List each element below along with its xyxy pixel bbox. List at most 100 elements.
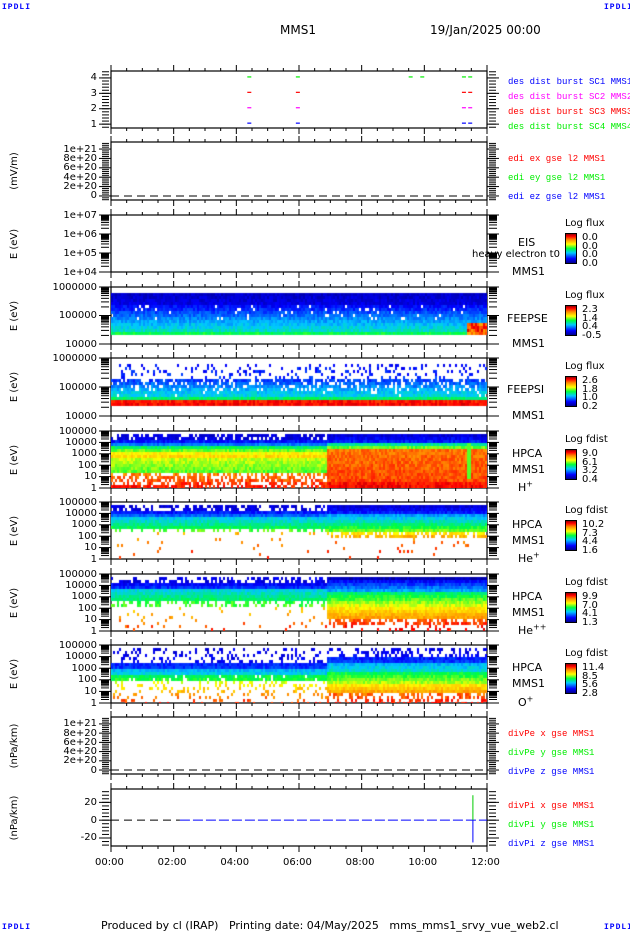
instrument-name: EIS [518,236,536,249]
y-tick-label: 1 [90,625,97,637]
colorbar-title: Log fdist [565,505,608,516]
eis-panel-frame [110,214,488,273]
colorbar-title: Log fdist [565,648,608,659]
feepse-spectrogram [111,287,487,344]
colorbar-tick-label: 1.0 [582,392,598,403]
y-tick-label: 100000 [58,568,97,580]
y-tick-label: 8e+20 [63,152,97,164]
y-tick-label: 1e+04 [63,266,97,278]
colorbar [565,305,577,336]
colorbar-tick-label: 0.4 [582,473,598,485]
y-axis-title: (nPa/km) [9,723,20,768]
y-tick-label: 0 [90,190,97,202]
colorbar-tick-label: 2.8 [582,687,598,699]
time-tick-label: 06:00 [283,857,312,868]
species-label: He++ [518,622,547,637]
y-tick-label: 10000 [65,651,97,663]
y-tick-label: 1000000 [52,281,97,293]
time-tick-label: 00:00 [95,857,124,868]
y-tick-label: 1e+06 [63,228,97,240]
colorbar-tick-label: 11.4 [582,662,605,673]
y-tick-label: 10000 [65,410,97,422]
y-tick-label: 3 [90,87,97,99]
y-tick-label: 100 [77,674,97,686]
spacecraft-name: MMS1 [512,265,545,278]
feepsi-spectrogram [111,358,487,416]
y-tick-label: 10 [84,685,97,697]
y-tick-label: 10 [84,471,97,483]
y-tick-label: 6e+20 [63,162,97,174]
colorbar [565,449,577,480]
spacecraft-name: MMS1 [512,606,545,619]
spacecraft-name: MMS1 [512,534,545,547]
instrument-name: HPCA [512,661,543,674]
corner-label-top-right: IPDLI [604,3,630,12]
y-tick-label: 1e+21 [63,143,97,155]
colorbar-title: Log flux [565,290,605,301]
y-tick-label: 100000 [58,425,97,437]
colorbar-tick-label: 2.3 [582,304,598,315]
legend-entry: edi ez gse l2 MMS1 [508,192,606,202]
time-tick-label: 04:00 [220,857,250,868]
colorbar-tick-label: 0.0 [582,232,598,243]
colorbar-tick-label: 3.2 [582,465,598,476]
legend-entry: des dist burst SC3 MMS3 [508,107,630,117]
spacecraft-name: MMS1 [512,409,545,422]
species-label: O+ [518,694,534,709]
hpca_he1-spectrogram [111,502,487,559]
colorbar-tick-label: 9.0 [582,448,598,459]
y-tick-label: 1 [90,553,97,565]
corner-label-top-left: IPDLI [2,3,32,12]
y-axis-title: E (eV) [9,658,20,690]
y-tick-label: 4e+20 [63,746,97,758]
colorbar-title: Log flux [565,361,605,372]
y-axis-title: E (eV) [9,587,20,618]
legend-entry: divPe x gse MMS1 [508,729,595,739]
legend-entry: divPe y gse MMS1 [508,748,595,758]
y-tick-label: 20 [84,796,97,808]
y-tick-label: 100 [77,530,97,542]
y-axis-title: E (eV) [9,228,20,259]
y-tick-label: 1 [90,697,97,709]
y-tick-label: 2e+20 [63,755,97,767]
species-charge: + [526,479,533,489]
time-tick-label: 02:00 [157,857,187,868]
y-tick-label: 100 [77,459,97,471]
y-axis-title: (nPa/km) [9,795,20,840]
y-tick-label: 10000 [65,507,97,519]
y-tick-label: 1e+05 [63,247,97,259]
burst-panel-frame [110,70,488,129]
instrument-name: HPCA [512,447,543,460]
time-tick-label: 08:00 [345,857,375,868]
legend-entry: divPi x gse MMS1 [508,801,595,811]
colorbar-tick-label: 1.4 [582,312,598,324]
footer-credits: Produced by cl (IRAP) Printing date: 04/… [101,919,559,932]
y-tick-label: 100 [77,602,97,614]
y-tick-label: 10000 [65,436,97,448]
y-tick-label: 1000 [71,448,97,460]
y-tick-label: 1000000 [52,352,97,364]
y-tick-label: 10 [84,542,97,554]
plot-datetime: 19/Jan/2025 00:00 [430,23,541,37]
y-tick-label: 100000 [58,310,97,321]
divpi-panel-frame [110,788,488,847]
colorbar-tick-label: 1.3 [582,616,598,628]
edi-panel-frame [110,141,488,201]
colorbar-tick-label: 8.5 [582,670,598,682]
divpe-panel-frame [110,716,488,775]
colorbar-tick-label: 10.2 [582,519,605,530]
overlay-label: heavy electron t0 [472,249,560,260]
y-tick-label: 8e+20 [63,727,97,739]
y-tick-label: 4e+20 [63,171,97,183]
y-tick-label: 100000 [58,496,97,508]
colorbar-tick-label: 4.1 [582,608,598,619]
y-tick-label: 2 [90,103,97,115]
colorbar-tick-label: 6.1 [582,456,598,468]
colorbar-tick-label: 0.0 [582,257,598,269]
colorbar-tick-label: 0.0 [582,249,598,260]
y-tick-label: 10 [84,614,97,626]
spacecraft-name: MMS1 [512,463,545,476]
colorbar-title: Log fdist [565,434,608,445]
species-label: He+ [518,550,540,565]
